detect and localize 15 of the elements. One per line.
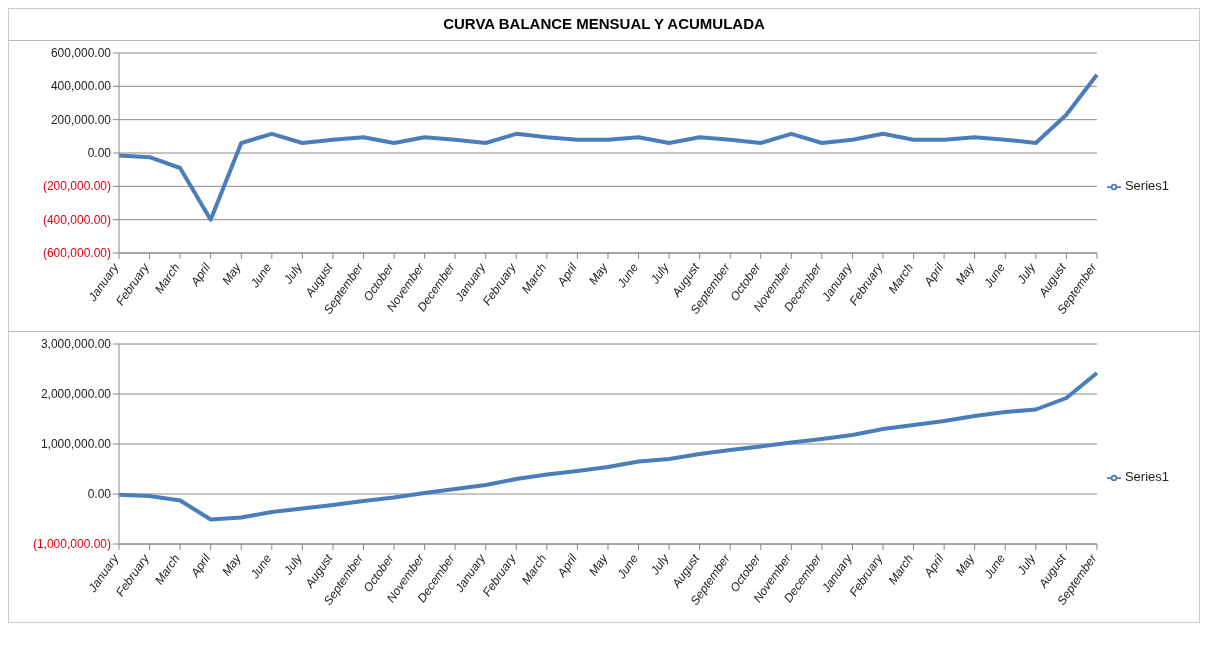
y-tick-label: (600,000.00): [42, 246, 111, 260]
y-tick-label: 600,000.00: [50, 46, 112, 60]
y-tick-label: 3,000,000.00: [40, 337, 112, 351]
legend-label: Series1: [1124, 469, 1169, 485]
y-tick-label: (1,000,000.00): [32, 537, 111, 551]
y-tick-label: 400,000.00: [50, 79, 112, 94]
y-tick-label: 0.00: [87, 487, 112, 501]
y-tick-label: 200,000.00: [50, 112, 112, 127]
legend-label: Series1: [1124, 178, 1169, 194]
y-tick-label: 1,000,000.00: [40, 437, 112, 451]
chart-title: CURVA BALANCE MENSUAL Y ACUMULADA: [442, 14, 766, 34]
y-tick-label: (200,000.00): [42, 179, 111, 194]
y-tick-label: 2,000,000.00: [40, 387, 112, 401]
y-tick-label: (400,000.00): [42, 212, 111, 227]
y-tick-label: 0.00: [87, 146, 112, 160]
